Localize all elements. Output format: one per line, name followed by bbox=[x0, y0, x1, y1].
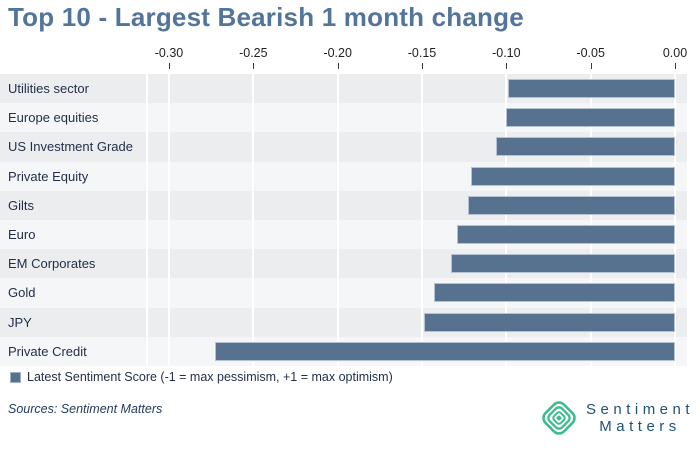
bar bbox=[450, 254, 675, 274]
bar bbox=[496, 137, 675, 157]
gridline bbox=[146, 74, 148, 366]
gridline bbox=[252, 74, 255, 366]
bar bbox=[423, 312, 675, 332]
chart-title: Top 10 - Largest Bearish 1 month change bbox=[8, 2, 524, 32]
x-tick-label: -0.05 bbox=[576, 46, 605, 60]
brand-wordmark-line1: Sentiment bbox=[586, 400, 695, 418]
bar bbox=[457, 224, 675, 244]
row-label: Gilts bbox=[8, 197, 34, 213]
brand-wordmark-line2: Matters bbox=[599, 418, 681, 435]
bar bbox=[433, 283, 675, 303]
x-tick-label: 0.00 bbox=[662, 46, 688, 60]
gridline bbox=[421, 74, 423, 366]
x-tick-mark bbox=[675, 63, 676, 69]
sources-note: Sources: Sentiment Matters bbox=[8, 402, 163, 416]
legend-swatch bbox=[10, 371, 21, 383]
bar bbox=[506, 108, 675, 128]
row-label: Private Equity bbox=[8, 168, 89, 184]
row-label: US Investment Grade bbox=[8, 139, 133, 155]
chart-row: Europe equities bbox=[0, 103, 687, 133]
row-label: Europe equities bbox=[8, 110, 99, 126]
x-tick-label: -0.25 bbox=[239, 46, 268, 60]
x-tick-mark bbox=[337, 63, 339, 69]
row-label: Euro bbox=[8, 226, 36, 242]
chart-row: US Investment Grade bbox=[0, 132, 687, 162]
gridline bbox=[168, 74, 170, 366]
x-tick-mark bbox=[590, 63, 592, 69]
chart-row: EM Corporates bbox=[0, 249, 687, 279]
x-tick-label: -0.30 bbox=[154, 46, 184, 60]
row-label: Gold bbox=[8, 285, 36, 301]
legend-label: Latest Sentiment Score (-1 = max pessimi… bbox=[27, 370, 393, 384]
chart-row: Gilts bbox=[0, 190, 687, 220]
chart-row: Private Equity bbox=[0, 161, 687, 191]
chart-row: Euro bbox=[0, 219, 687, 250]
chart-row: Gold bbox=[0, 278, 687, 308]
row-label: JPY bbox=[8, 314, 32, 330]
gridline bbox=[589, 74, 592, 366]
x-tick-mark bbox=[422, 63, 423, 69]
x-axis: -0.30 -0.25 -0.20 -0.15 -0.10 -0.05 0.00 bbox=[0, 0, 700, 74]
gridline bbox=[674, 74, 676, 366]
x-tick-label: -0.15 bbox=[407, 46, 437, 60]
x-tick-mark bbox=[506, 63, 508, 69]
x-tick-mark bbox=[253, 63, 255, 69]
chart-row: Private Credit bbox=[0, 336, 687, 366]
gridline bbox=[336, 74, 339, 366]
row-label: Utilities sector bbox=[8, 81, 89, 96]
chart-row: JPY bbox=[0, 307, 687, 337]
brand-wordmark: Sentiment Matters bbox=[586, 401, 694, 436]
row-label: Private Credit bbox=[8, 343, 87, 359]
chart-plot-area: Utilities sector Europe equities US Invest… bbox=[0, 74, 687, 366]
legend: Latest Sentiment Score (-1 = max pessimi… bbox=[10, 370, 393, 384]
chart-row: Utilities sector bbox=[0, 74, 687, 104]
row-label: EM Corporates bbox=[8, 256, 96, 272]
x-tick-label: -0.20 bbox=[323, 46, 352, 60]
bar bbox=[508, 79, 675, 98]
gridline bbox=[505, 74, 508, 366]
bar bbox=[470, 166, 675, 186]
x-tick-mark bbox=[169, 63, 170, 69]
concentric-diamond-logo-icon bbox=[542, 401, 576, 435]
bar bbox=[214, 341, 675, 361]
bar bbox=[467, 195, 675, 215]
brand-logo: Sentiment Matters bbox=[538, 397, 694, 439]
x-tick-label: -0.10 bbox=[492, 46, 521, 60]
